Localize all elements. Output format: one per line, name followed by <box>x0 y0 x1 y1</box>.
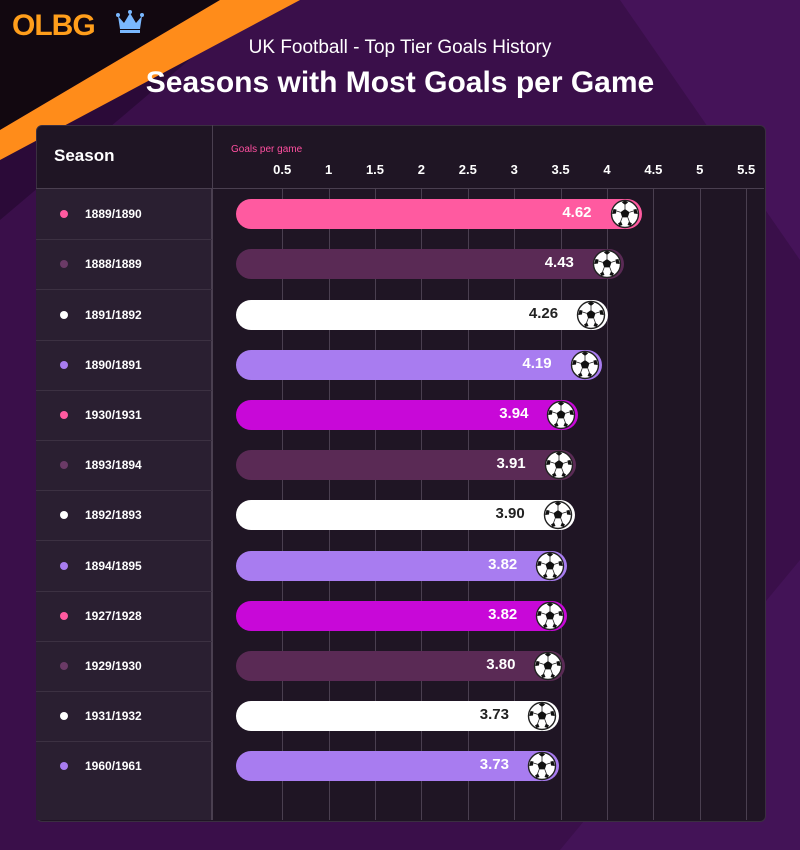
season-label: 1891/1892 <box>85 307 142 322</box>
bar <box>236 450 576 481</box>
gridline <box>699 189 701 820</box>
soccer-ball-icon <box>570 350 599 379</box>
row-divider <box>36 741 212 743</box>
x-tick-label: 4.5 <box>644 162 663 177</box>
bar <box>236 600 568 631</box>
season-label: 1890/1891 <box>85 357 142 372</box>
bar <box>236 199 642 230</box>
x-tick-label: 2 <box>417 162 425 177</box>
bar-value-label: 3.80 <box>486 655 516 673</box>
season-marker <box>60 511 68 520</box>
header-row <box>36 125 764 189</box>
soccer-ball-icon <box>544 450 573 480</box>
bar-value-label: 3.82 <box>488 555 518 573</box>
soccer-ball-icon <box>547 400 576 430</box>
bar-value-label: 3.82 <box>488 605 518 623</box>
soccer-ball-icon <box>610 199 639 229</box>
season-column-header: Season <box>54 146 115 165</box>
bar <box>236 349 602 380</box>
soccer-ball-icon <box>527 701 557 731</box>
bar <box>236 701 559 732</box>
x-tick-label: 1 <box>324 162 333 177</box>
bar-value-label: 3.91 <box>496 455 526 473</box>
row-divider <box>36 691 212 692</box>
x-tick-label: 1.5 <box>365 162 385 177</box>
bar <box>236 500 575 531</box>
soccer-ball-icon <box>576 300 606 329</box>
gridline <box>607 189 608 820</box>
season-label: 1929/1930 <box>85 658 142 673</box>
season-marker <box>60 260 68 269</box>
season-label: 1930/1931 <box>85 407 142 422</box>
row-divider <box>36 339 212 341</box>
season-marker <box>60 762 68 771</box>
row-divider <box>36 590 212 592</box>
olbg-logo[interactable]: OLBG <box>12 8 144 44</box>
soccer-ball-icon <box>527 752 557 781</box>
season-marker <box>60 611 68 620</box>
bar-value-label: 3.90 <box>495 505 525 523</box>
column-divider <box>212 125 213 820</box>
season-marker <box>60 310 68 319</box>
bar <box>236 650 566 681</box>
soccer-ball-icon <box>592 250 622 279</box>
season-label: 1893/1894 <box>85 458 142 473</box>
soccer-ball-icon <box>536 601 565 630</box>
logo-text: OLBG <box>12 9 96 42</box>
season-marker <box>60 712 68 721</box>
row-divider <box>36 389 212 391</box>
bar-value-label: 4.62 <box>562 204 592 222</box>
row-divider <box>36 440 212 441</box>
gridline <box>653 189 655 820</box>
season-label: 1960/1961 <box>85 759 142 774</box>
x-tick-label: 5 <box>696 162 704 177</box>
bar <box>236 299 609 330</box>
x-tick-label: 3 <box>510 162 518 177</box>
x-tick-label: 3.5 <box>551 162 570 177</box>
bar <box>236 550 568 581</box>
season-marker <box>60 661 68 670</box>
soccer-ball-icon <box>543 501 572 530</box>
row-divider <box>36 239 212 241</box>
bar-value-label: 4.26 <box>528 304 559 322</box>
soccer-ball-icon <box>534 651 563 681</box>
bar <box>236 399 579 430</box>
season-label: 1888/1889 <box>85 257 142 272</box>
season-label: 1927/1928 <box>85 608 142 623</box>
row-divider <box>36 540 212 542</box>
soccer-ball-icon <box>536 551 565 580</box>
chart-title: Seasons with Most Goals per Game <box>145 66 655 99</box>
row-divider <box>36 289 212 291</box>
season-marker <box>60 561 68 570</box>
crown-icon <box>116 10 144 33</box>
season-marker <box>60 210 68 219</box>
season-label: 1894/1895 <box>85 558 142 573</box>
x-axis-title: Goals per game <box>231 144 303 155</box>
row-divider <box>36 490 212 492</box>
bar-value-label: 4.43 <box>544 254 574 272</box>
season-label: 1892/1893 <box>85 508 142 523</box>
season-column <box>36 189 212 820</box>
row-divider <box>36 640 212 642</box>
season-label: 1889/1890 <box>85 207 142 222</box>
season-marker <box>60 461 68 470</box>
season-marker <box>60 410 68 419</box>
x-tick-label: 2.5 <box>458 162 477 177</box>
bar-value-label: 4.19 <box>522 354 552 372</box>
x-tick-label: 0.5 <box>273 162 292 177</box>
chart-subtitle: UK Football - Top Tier Goals History <box>248 37 552 58</box>
season-marker <box>60 360 68 369</box>
gridline <box>746 189 748 820</box>
bar <box>236 249 624 280</box>
bar-value-label: 3.94 <box>499 404 529 422</box>
bar-value-label: 3.73 <box>479 756 509 774</box>
bar <box>236 751 559 782</box>
x-tick-label: 5.5 <box>737 162 756 177</box>
x-tick-label: 4 <box>603 162 611 177</box>
season-label: 1931/1932 <box>85 709 142 724</box>
bar-value-label: 3.73 <box>479 706 509 724</box>
